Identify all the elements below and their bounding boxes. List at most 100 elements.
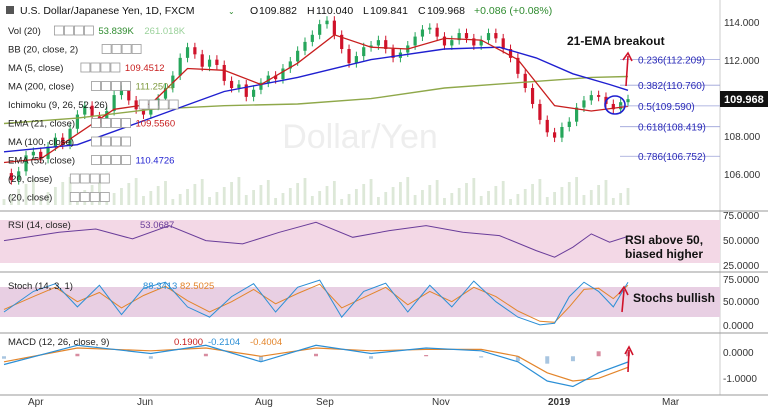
arrow-up-icon xyxy=(621,289,625,313)
macd-hist-bar xyxy=(2,356,6,359)
eye-icon[interactable] xyxy=(138,99,149,110)
more-icon[interactable] xyxy=(110,62,121,73)
eye-icon[interactable] xyxy=(80,62,91,73)
chevron-down-icon[interactable]: ⌄ xyxy=(228,7,235,16)
eye-icon[interactable] xyxy=(69,192,80,202)
gear-icon[interactable] xyxy=(79,192,90,202)
macd-hist-value: 0.1900 xyxy=(174,337,203,348)
gear-icon[interactable] xyxy=(90,62,101,73)
eye-icon[interactable] xyxy=(91,136,101,147)
indicator-label[interactable]: MA (5, close) xyxy=(8,63,63,74)
candle-body xyxy=(611,103,615,110)
candle-body xyxy=(31,151,35,156)
candle-body xyxy=(24,155,28,172)
indicator-label[interactable]: Ichimoku (9, 26, 52, 26) xyxy=(8,100,108,111)
candle-body xyxy=(185,47,190,58)
volume-bar xyxy=(553,192,556,205)
close-icon[interactable] xyxy=(111,136,121,147)
rsi-band xyxy=(0,220,720,263)
indicator-label[interactable]: (20, close) xyxy=(8,174,52,185)
gear-icon[interactable] xyxy=(101,81,111,91)
candle-body xyxy=(296,50,300,62)
macd-header: MACD (12, 26, close, 9) 0.1900 -0.2104 -… xyxy=(8,337,282,348)
gear-icon[interactable] xyxy=(101,155,111,165)
gear-icon[interactable] xyxy=(101,118,111,128)
volume-bar xyxy=(597,185,601,205)
rsi-label[interactable]: RSI (14, close) xyxy=(8,220,71,231)
indicator-label[interactable]: Vol (20) xyxy=(8,26,41,37)
volume-bar xyxy=(178,194,182,205)
indicator-label[interactable]: EMA (21, close) xyxy=(8,119,75,130)
indicator-legend: Vol (20) 53.839K 261.018K BB (20, close, 2)… xyxy=(8,25,186,204)
close-icon[interactable] xyxy=(121,44,132,54)
indicator-label[interactable]: (20, close) xyxy=(8,193,52,204)
watermark: Dollar/Yen xyxy=(282,118,438,156)
volume-bar xyxy=(509,199,512,205)
more-icon[interactable] xyxy=(131,44,142,54)
candle-body xyxy=(163,88,168,99)
macd-label[interactable]: MACD (12, 26, close, 9) xyxy=(8,337,109,348)
ohlc-h-label: H xyxy=(307,5,315,17)
candle-body xyxy=(538,103,542,120)
close-icon[interactable] xyxy=(89,192,100,202)
volume-bar xyxy=(142,196,145,205)
time-label: Sep xyxy=(316,397,334,408)
time-label: Apr xyxy=(28,397,44,408)
volume-bar xyxy=(516,194,520,205)
volume-bar xyxy=(406,177,410,205)
close-icon[interactable] xyxy=(158,99,169,110)
stoch-tick: 75.0000 xyxy=(723,275,760,286)
eye-icon[interactable] xyxy=(91,118,101,128)
eye-icon[interactable] xyxy=(101,44,112,54)
eye-icon[interactable] xyxy=(69,173,80,184)
close-icon[interactable] xyxy=(111,118,121,128)
candle-body xyxy=(259,82,263,90)
more-icon[interactable] xyxy=(121,81,131,91)
close-icon[interactable] xyxy=(100,62,111,73)
more-icon[interactable] xyxy=(121,118,131,128)
candle-body xyxy=(281,68,285,80)
macd-hist-bar xyxy=(369,356,374,359)
candle-body xyxy=(200,54,204,67)
close-icon[interactable] xyxy=(111,155,121,165)
indicator-label[interactable]: EMA (55, close) xyxy=(8,156,75,167)
gear-icon[interactable] xyxy=(148,99,159,110)
candle-body xyxy=(508,49,513,58)
volume-bar xyxy=(332,181,336,205)
indicator-label[interactable]: MA (200, close) xyxy=(8,82,74,93)
more-icon[interactable] xyxy=(99,173,110,184)
gear-icon[interactable] xyxy=(101,136,111,147)
more-icon[interactable] xyxy=(168,99,179,110)
volume-bar xyxy=(428,185,432,205)
volume-bar xyxy=(399,182,402,205)
candle-body xyxy=(354,56,358,64)
close-icon[interactable] xyxy=(74,25,84,36)
more-icon[interactable] xyxy=(121,136,131,147)
arrow-up-icon xyxy=(625,55,629,87)
price-tick: 108.000 xyxy=(724,132,761,143)
more-icon[interactable] xyxy=(99,192,110,202)
eye-icon[interactable] xyxy=(54,25,64,36)
eye-icon[interactable] xyxy=(91,81,101,91)
stoch-d-value: 82.5025 xyxy=(180,281,214,292)
more-icon[interactable] xyxy=(84,25,94,36)
gear-icon[interactable] xyxy=(111,44,122,54)
volume-bar xyxy=(237,177,241,205)
candle-body xyxy=(134,100,138,110)
close-icon[interactable] xyxy=(89,173,100,184)
volume-bar xyxy=(318,191,322,205)
gear-icon[interactable] xyxy=(64,25,74,36)
close-icon[interactable] xyxy=(111,81,121,91)
gear-icon[interactable] xyxy=(79,173,90,184)
indicator-label[interactable]: BB (20, close, 2) xyxy=(8,45,78,56)
eye-icon[interactable] xyxy=(91,155,101,165)
indicator-label[interactable]: MA (100, close) xyxy=(8,137,74,148)
symbol-title[interactable]: U.S. Dollar/Japanese Yen, 1D, FXCM xyxy=(20,5,195,17)
candle-body xyxy=(53,137,57,147)
candle-body xyxy=(46,146,50,159)
volume-bar xyxy=(567,182,571,205)
candle-body xyxy=(325,20,329,25)
more-icon[interactable] xyxy=(121,155,131,165)
stoch-label[interactable]: Stoch (14, 3, 1) xyxy=(8,281,73,292)
volume-bar xyxy=(494,186,498,205)
